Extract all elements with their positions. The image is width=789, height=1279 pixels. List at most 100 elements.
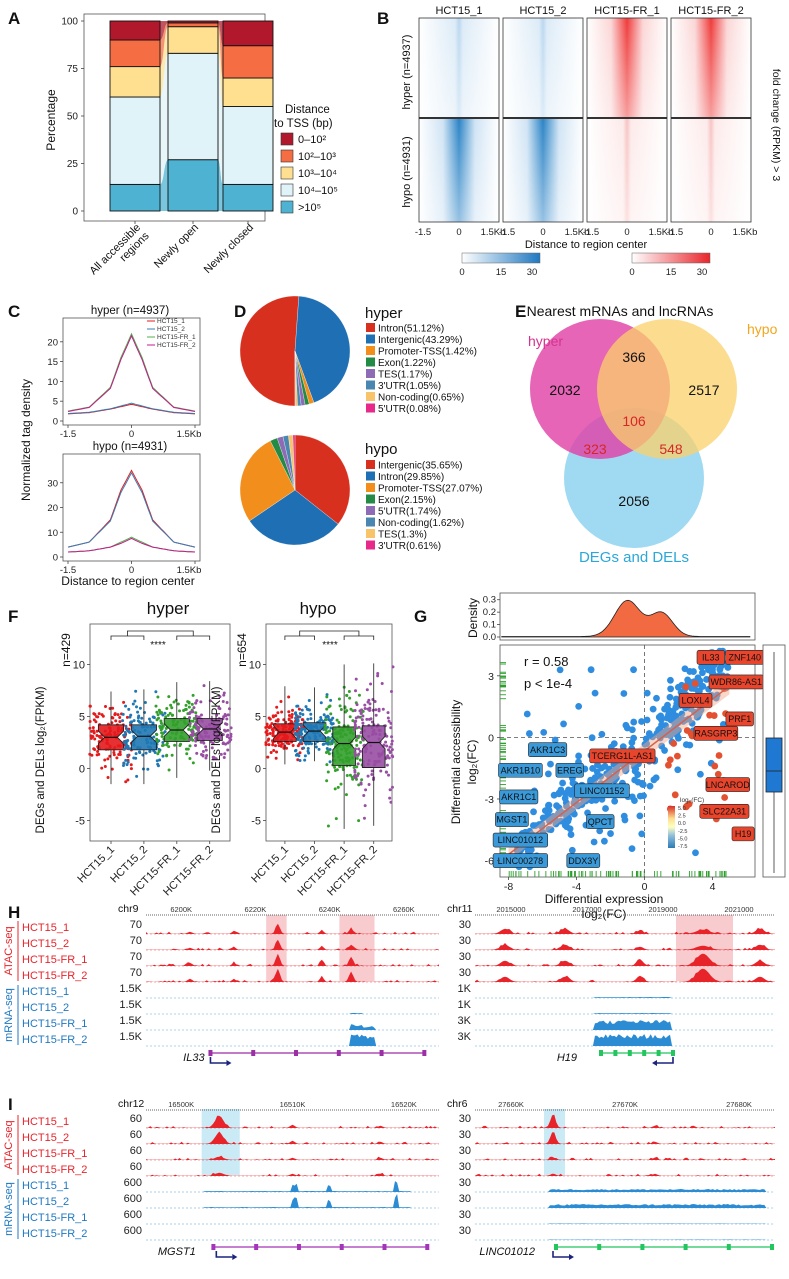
panel-f-point xyxy=(148,720,152,724)
venn-label-degs: DEGs and DELs xyxy=(579,549,689,566)
panel-g-point xyxy=(601,837,608,845)
panel-b-xtick: 0 xyxy=(540,227,545,238)
panel-f-point xyxy=(182,709,186,713)
panel-f-point xyxy=(188,738,192,742)
panel-b-xlabel: Distance to region center xyxy=(525,239,648,251)
panel-g-point xyxy=(642,735,650,743)
panel-a-ytick: 25 xyxy=(67,159,79,170)
gene-name: IL33 xyxy=(183,1052,205,1064)
panel-f-point xyxy=(366,707,370,711)
panel-f-point xyxy=(287,710,291,714)
panel-f-point xyxy=(291,708,295,712)
panel-f-point xyxy=(361,737,365,741)
panel-f-point xyxy=(111,716,115,720)
panel-f-point xyxy=(178,709,182,713)
panel-g-point xyxy=(557,817,565,825)
panel-g-point xyxy=(636,812,644,820)
track-scale-atac: 60 xyxy=(130,1129,142,1141)
panel-g-point xyxy=(591,689,599,697)
panel-f-hypo-n: n=654 xyxy=(235,633,249,667)
panel-f-point xyxy=(95,734,99,738)
track-scale-atac: 30 xyxy=(459,1129,471,1141)
venn-circle-hypo xyxy=(597,319,737,459)
panel-f-point xyxy=(229,735,233,739)
panel-f-point xyxy=(345,709,349,713)
panel-f-point xyxy=(133,699,137,703)
panel-f-point xyxy=(360,778,364,782)
panel-f-ytick: 10 xyxy=(73,659,85,671)
panel-f-point xyxy=(326,770,330,774)
panel-g-point xyxy=(619,743,627,751)
panel-g-point xyxy=(655,713,663,721)
panel-f-point xyxy=(369,717,373,721)
panel-f-point xyxy=(146,767,150,771)
panel-f-point xyxy=(128,730,132,734)
panel-g-ylabel2: log₂(FC) xyxy=(465,740,479,785)
panel-f-point xyxy=(322,742,326,746)
panel-f-hyper-n: n=429 xyxy=(59,633,73,667)
panel-b-side-label: fold change (RPKM) > 3 xyxy=(770,69,782,182)
panel-f-point xyxy=(362,816,366,820)
panel-b-column-title: HCT15_1 xyxy=(435,5,482,17)
panel-f-point xyxy=(176,702,180,706)
panel-c-legend-label: HCT15-FR_2 xyxy=(157,342,196,349)
panel-f-point xyxy=(344,793,348,797)
panel-d-legend-label: TES(1.3%) xyxy=(378,530,427,541)
panel-g-point xyxy=(545,802,552,809)
panel-f-point xyxy=(298,751,302,755)
panel-a-flow-area xyxy=(160,21,168,40)
panel-f-point xyxy=(159,721,163,725)
panel-f-point xyxy=(348,773,352,777)
panel-f-point xyxy=(368,702,372,706)
panel-f-point xyxy=(309,712,313,716)
panel-f-point xyxy=(289,719,293,723)
panel-g-point xyxy=(587,776,595,784)
panel-f-point xyxy=(95,753,99,757)
panel-f-point xyxy=(275,750,279,754)
panel-f-point xyxy=(154,690,158,694)
atac-signal-track xyxy=(146,1172,439,1176)
panel-f-point xyxy=(156,752,160,756)
panel-g-xtick: -8 xyxy=(504,881,513,893)
mrna-signal-track xyxy=(475,1034,775,1046)
panel-letter-c: C xyxy=(8,302,20,321)
panel-g-point xyxy=(634,771,642,778)
panel-f-point xyxy=(126,738,130,742)
panel-g-point xyxy=(674,766,682,774)
panel-b-xtick: -1.5 xyxy=(499,227,515,238)
panel-g-ytick: -3 xyxy=(485,794,494,806)
panel-f-point xyxy=(265,733,269,737)
panel-f-point xyxy=(222,728,226,732)
panel-f-point xyxy=(285,741,289,745)
panel-f-point xyxy=(330,739,334,743)
panel-f-point xyxy=(390,742,394,746)
panel-f-point xyxy=(304,705,308,709)
panel-f-point xyxy=(376,672,380,676)
panel-f-point xyxy=(211,755,215,759)
panel-f-ytick: 5 xyxy=(255,711,261,723)
panel-c-profile-line xyxy=(67,469,196,548)
track-highlight-region xyxy=(339,915,375,981)
panel-f-point xyxy=(325,779,329,783)
panel-f-point xyxy=(323,723,327,727)
panel-g-gene-label-up xyxy=(699,804,750,819)
panel-c-xtick: -1.5 xyxy=(60,429,76,440)
panel-f-point xyxy=(106,776,110,780)
panel-f-point xyxy=(167,745,171,749)
panel-f-point xyxy=(328,729,332,733)
panel-f-point xyxy=(199,700,203,704)
panel-c-profile-line xyxy=(67,537,196,553)
panel-g-point xyxy=(598,730,606,738)
panel-f-point xyxy=(298,759,302,763)
panel-f-point xyxy=(325,693,329,697)
panel-c-profile-line xyxy=(67,536,196,553)
panel-f-point xyxy=(327,752,331,756)
panel-f-point xyxy=(330,722,334,726)
track-coordinate-tick: 6240K xyxy=(319,905,341,914)
panel-g-point xyxy=(570,810,578,818)
panel-g-point-highlight xyxy=(683,727,691,734)
panel-f-point xyxy=(363,804,367,808)
track-coordinate-tick: 27680K xyxy=(726,1100,752,1109)
mrna-signal-track xyxy=(146,1034,439,1046)
panel-a-flow-area xyxy=(160,53,168,185)
